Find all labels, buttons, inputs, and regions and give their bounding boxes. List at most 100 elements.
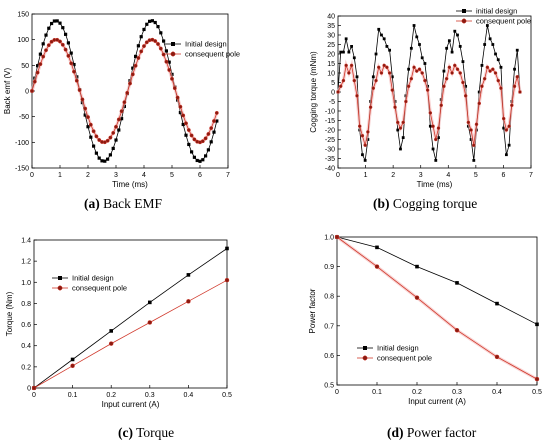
circle-marker	[454, 327, 460, 333]
y-tick-label: -35	[325, 156, 335, 163]
x-tick-label: 3	[114, 172, 118, 179]
circle-marker	[206, 132, 211, 136]
circle-marker	[390, 88, 395, 92]
square-marker	[455, 281, 459, 285]
circle-marker	[385, 65, 389, 70]
circle-marker	[72, 69, 76, 74]
y-tick-label: 0.6	[21, 322, 31, 329]
square-marker	[344, 37, 348, 41]
caption-a: (a) Back EMF	[84, 196, 162, 212]
caption-b-label: (b)	[373, 196, 390, 211]
x-tick-label: 2	[86, 172, 90, 179]
chart-power-factor: 0 0.1 0.2 0.3 0.4 0.5 0.5 0.6 0.7 0.8 0.9 1.0 Input …	[308, 235, 542, 407]
square-marker	[447, 39, 451, 43]
circle-marker	[200, 139, 205, 144]
x-tick-label: 7	[529, 172, 533, 179]
circle-marker	[409, 76, 414, 81]
circle-marker	[55, 37, 60, 42]
square-marker	[66, 41, 70, 45]
square-marker	[83, 113, 87, 117]
square-marker	[134, 54, 138, 58]
x-tick-label: 5	[474, 172, 478, 179]
square-marker	[156, 24, 160, 29]
circle-marker	[387, 71, 392, 75]
square-marker	[377, 27, 381, 31]
square-marker	[195, 158, 199, 163]
circle-marker	[396, 120, 400, 125]
circle-marker	[493, 71, 498, 75]
y-tick-label: -10	[325, 109, 335, 116]
circle-marker	[83, 106, 88, 111]
circle-marker	[203, 136, 208, 141]
chart-cogging-torque: 0 1 2 3 4 5 6 7 -40 -35 -30 -25 -20 -15 -10 -5 0 5 10 15 20 2…	[309, 7, 533, 190]
square-marker	[159, 31, 163, 35]
circle-marker	[491, 67, 495, 71]
x-axis-label: Time (ms)	[417, 180, 453, 189]
circle-marker	[334, 234, 340, 240]
circle-marker	[461, 80, 465, 85]
caption-d-label: (d)	[387, 425, 404, 440]
series-line	[33, 248, 228, 389]
circle-marker	[164, 59, 169, 64]
circle-marker	[439, 103, 443, 108]
circle-marker	[472, 143, 476, 147]
square-marker	[464, 84, 468, 88]
x-axis-label: Time (ms)	[112, 180, 148, 189]
square-marker	[55, 19, 59, 23]
legend-label: initial design	[476, 7, 517, 16]
square-marker	[148, 300, 152, 305]
square-marker	[167, 60, 171, 64]
circle-marker	[172, 86, 177, 91]
x-tick-label: 1	[58, 172, 62, 179]
square-marker	[111, 146, 115, 151]
caption-b-text: Cogging torque	[389, 196, 478, 211]
square-marker	[374, 52, 378, 56]
circle-marker	[466, 120, 471, 125]
y-tick-label: -100	[15, 140, 29, 147]
circle-marker	[360, 133, 365, 138]
square-marker	[225, 246, 229, 251]
circle-marker	[534, 376, 540, 382]
circle-marker	[122, 100, 127, 105]
square-marker	[187, 142, 191, 147]
square-marker	[515, 48, 519, 52]
square-marker	[371, 75, 375, 79]
circle-marker	[60, 42, 65, 47]
legend-label: consequent pole	[476, 17, 531, 26]
x-tick-label: 0	[336, 172, 340, 179]
x-tick-label: 3	[419, 172, 423, 179]
y-tick-label: -150	[15, 166, 29, 173]
square-marker	[192, 155, 196, 159]
plot-frame	[336, 236, 538, 386]
circle-marker	[450, 71, 454, 75]
y-tick-label: 0.6	[324, 353, 334, 360]
circle-marker	[136, 56, 141, 60]
circle-marker	[357, 124, 362, 128]
circle-marker	[515, 75, 520, 79]
circle-marker	[212, 119, 216, 123]
x-tick-label: 6	[501, 172, 505, 179]
legend-label: consequent pole	[377, 354, 432, 363]
circle-marker	[499, 86, 503, 90]
circle-marker	[119, 109, 124, 114]
square-marker	[186, 273, 191, 277]
circle-marker	[423, 78, 427, 83]
circle-marker	[501, 116, 506, 121]
circle-marker	[153, 39, 158, 43]
chart-torque: 0 0.1 0.2 0.3 0.4 0.5 0 0.2 0.4 0.6 0.8 1.0 1.2 1.4 In…	[5, 238, 232, 410]
y-tick-label: 25	[327, 42, 335, 49]
circle-marker	[352, 78, 357, 83]
circle-marker	[142, 44, 146, 49]
square-marker	[437, 136, 440, 139]
square-marker	[483, 43, 487, 46]
square-marker	[47, 26, 51, 30]
x-tick-label: 0.1	[372, 389, 382, 396]
circle-marker	[425, 88, 430, 92]
circle-marker	[461, 18, 467, 24]
caption-c-text: Torque	[132, 425, 175, 440]
circle-marker	[417, 67, 422, 71]
series-line	[336, 236, 538, 380]
square-marker	[442, 69, 446, 73]
circle-marker	[453, 63, 457, 68]
